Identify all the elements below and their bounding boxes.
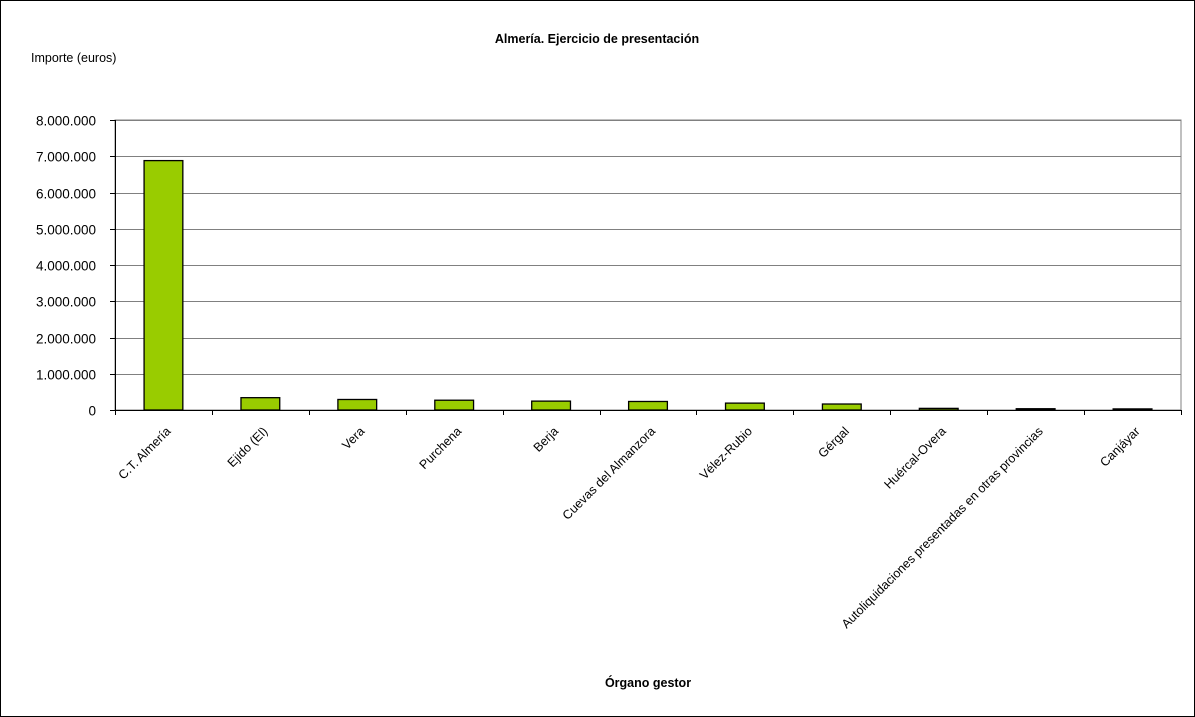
gridlines [114,119,1182,411]
bar [918,407,959,411]
x-tick-label: Berja [531,424,562,455]
bar [627,400,669,411]
bar [1112,408,1153,411]
y-tick-label: 2.000.000 [36,332,96,347]
chart-title: Almería. Ejercicio de presentación [495,32,699,46]
x-tick-label: Canjáyar [1097,424,1142,469]
x-tick-label: Huércal-Overa [881,424,948,491]
x-tick-label: C.T. Almería [116,424,174,482]
y-tick-label: 8.000.000 [36,114,96,129]
y-tick-labels: 0 1.000.000 2.000.000 3.000.000 4.000.000 5.0… [36,114,96,419]
x-axis-label: Órgano gestor [605,675,691,690]
y-tick-label: 4.000.000 [36,259,96,274]
x-tick-label: Gérgal [816,424,852,460]
x-tick-label: Vélez-Rubio [697,424,755,482]
bar [240,397,281,411]
bar [821,403,862,411]
x-tick-label: Cuevas del Almanzora [560,424,658,522]
y-tick-label: 0 [88,404,96,419]
y-tick-label: 7.000.000 [36,150,96,165]
bar [143,159,184,411]
axes [110,120,1182,415]
y-tick-label: 6.000.000 [36,187,96,202]
x-tick-label: Purchena [417,424,465,472]
x-tick-labels: C.T. Almería Ejido (El) Vera Purchena BerjaC… [116,424,1143,631]
bar [531,400,572,411]
bar [337,398,378,411]
y-tick-label: 1.000.000 [36,368,96,383]
y-tick-label: 5.000.000 [36,223,96,238]
bars [143,159,1153,411]
x-tick-label: Autoliquidaciones presentadas en otras p… [839,424,1046,631]
bar [434,399,475,411]
x-tick-label: Vera [339,424,367,452]
bar [724,402,765,411]
bar [1015,408,1056,411]
y-tick-label: 3.000.000 [36,295,96,310]
x-tick-label: Ejido (El) [225,424,271,470]
y-axis-label: Importe (euros) [31,51,116,65]
